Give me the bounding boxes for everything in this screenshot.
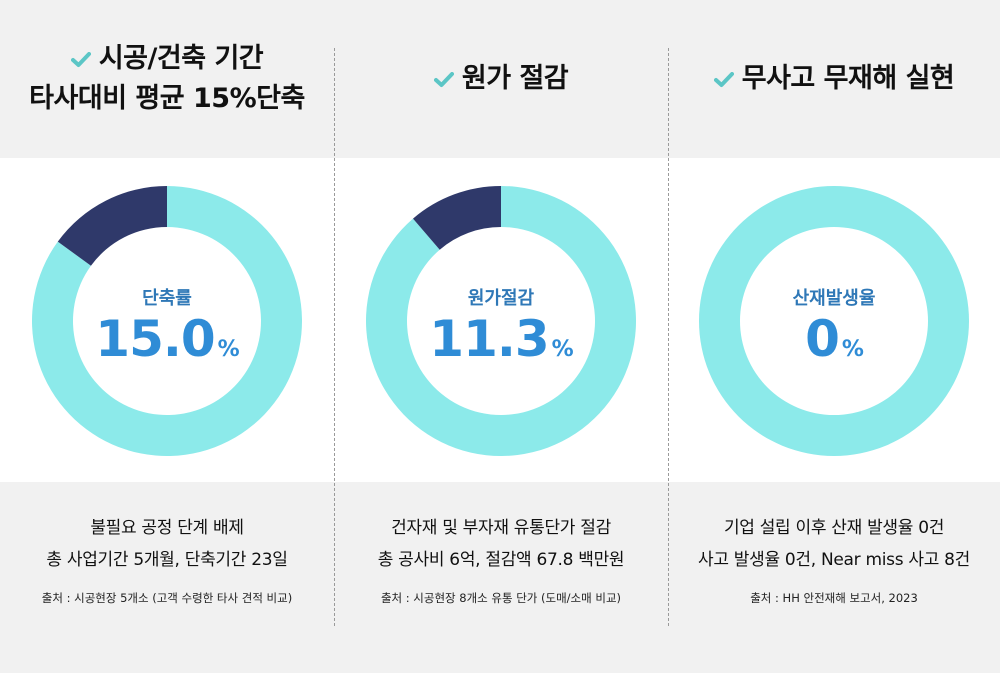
panel-description: 기업 설립 이후 산재 발생율 0건 사고 발생율 0건, Near miss …: [668, 512, 1000, 606]
source-note: 출처 : HH 안전재해 보고서, 2023: [750, 591, 918, 605]
description-line: 총 사업기간 5개월, 단축기간 23일: [46, 550, 288, 570]
title-line: 타사대비 평균 15%단축: [29, 83, 305, 114]
header-band: [0, 0, 1000, 158]
donut-value-slice: [413, 186, 501, 250]
panel-title: 원가 절감: [433, 59, 569, 99]
description-line: 사고 발생율 0건, Near miss 사고 8건: [698, 550, 970, 570]
title-line: 원가 절감: [433, 59, 569, 99]
footer-band: [0, 482, 1000, 673]
panel-header: 원가 절감: [334, 0, 668, 158]
column-divider: [334, 48, 335, 626]
donut-remainder-slice: [32, 186, 302, 456]
title-line: 시공/건축 기간: [29, 39, 305, 79]
donut-value-slice: [57, 186, 167, 266]
description-line: 불필요 공정 단계 배제: [90, 518, 244, 538]
donut-chart: 원가절감 11.3%: [366, 186, 636, 456]
source-note: 출처 : 시공현장 5개소 (고객 수령한 타사 견적 비교): [41, 591, 293, 605]
checkmark-icon: [433, 71, 454, 87]
source-note: 출처 : 시공현장 8개소 유통 단가 (도매/소매 비교): [380, 591, 622, 605]
panel-zero-accident: 무사고 무재해 실현 산재발생율 0% 기업 설립 이후 산재 발생율 0건 사…: [668, 0, 1000, 673]
panel-header: 무사고 무재해 실현: [668, 0, 1000, 158]
donut-remainder-slice: [366, 186, 636, 456]
panel-description: 건자재 및 부자재 유통단가 절감 총 공사비 6억, 절감액 67.8 백만원…: [334, 512, 668, 606]
description-line: 총 공사비 6억, 절감액 67.8 백만원: [377, 550, 625, 570]
panel-header: 시공/건축 기간 타사대비 평균 15%단축: [0, 0, 334, 158]
checkmark-icon: [70, 51, 91, 67]
column-divider: [668, 48, 669, 626]
checkmark-icon: [713, 71, 734, 87]
donut-remainder-slice: [699, 186, 969, 456]
description-line: 기업 설립 이후 산재 발생율 0건: [723, 518, 945, 538]
donut-svg: [366, 186, 636, 456]
donut-chart: 산재발생율 0%: [699, 186, 969, 456]
donut-svg: [699, 186, 969, 456]
description-line: 건자재 및 부자재 유통단가 절감: [391, 518, 611, 538]
panel-title: 무사고 무재해 실현: [713, 59, 955, 99]
donut-chart: 단축률 15.0%: [32, 186, 302, 456]
title-line: 무사고 무재해 실현: [713, 59, 955, 99]
panel-title: 시공/건축 기간 타사대비 평균 15%단축: [29, 39, 305, 119]
panel-description: 불필요 공정 단계 배제 총 사업기간 5개월, 단축기간 23일 출처 : 시…: [0, 512, 334, 606]
donut-svg: [32, 186, 302, 456]
panel-cost-saving: 원가 절감 원가절감 11.3% 건자재 및 부자재 유통단가 절감 총 공사비…: [334, 0, 668, 673]
panel-construction-period: 시공/건축 기간 타사대비 평균 15%단축 단축률 15.0% 불필요 공정 …: [0, 0, 334, 673]
